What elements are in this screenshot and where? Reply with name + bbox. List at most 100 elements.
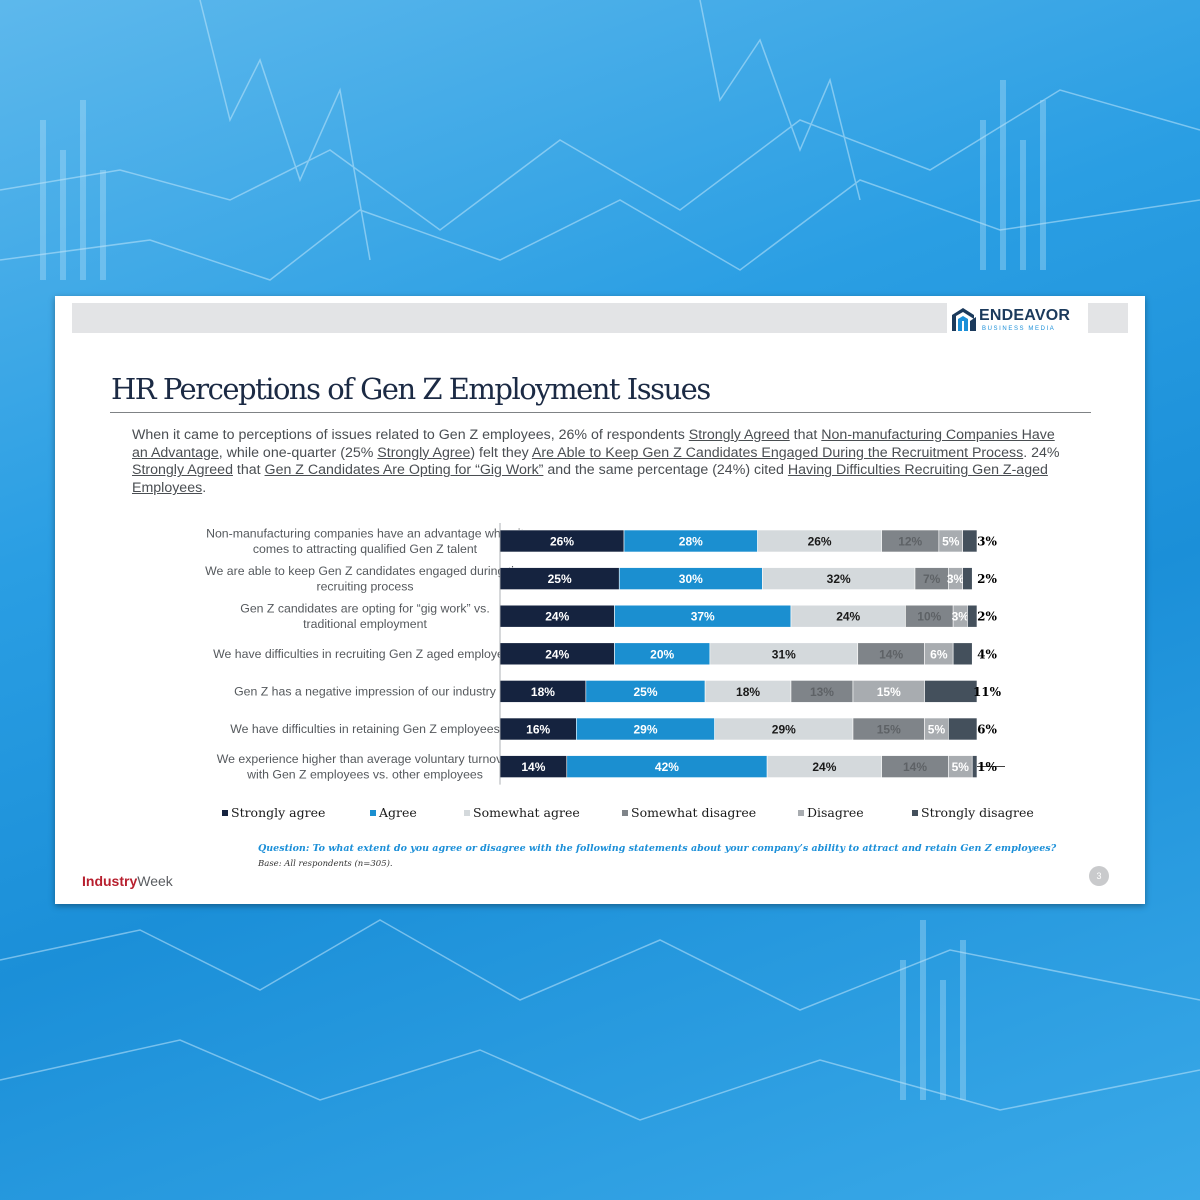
- data-label: 15%: [877, 685, 901, 699]
- legend-label: Somewhat disagree: [631, 805, 756, 820]
- data-label: 24%: [545, 647, 569, 661]
- summary-highlight: Are Able to Keep Gen Z Candidates Engage…: [531, 444, 1024, 461]
- data-label: 37%: [691, 610, 715, 624]
- industryweek-logo: IndustryWeek: [82, 873, 173, 889]
- data-label: 10%: [917, 610, 941, 624]
- data-label: 5%: [952, 760, 970, 774]
- legend-swatch: [622, 810, 628, 816]
- brand-bold: Industry: [82, 873, 138, 889]
- page-number: 3: [1089, 866, 1109, 886]
- data-label: 25%: [633, 685, 657, 699]
- category-label: Gen Z candidates are opting for “gig wor…: [240, 601, 489, 631]
- legend-swatch: [370, 810, 376, 816]
- data-label: 3%: [977, 535, 997, 549]
- data-label: 15%: [877, 723, 901, 737]
- report-slide: ENDEAVOR BUSINESS MEDIA HR Perceptions o…: [55, 296, 1145, 904]
- data-label: 11%: [973, 685, 1002, 699]
- category-label: We have difficulties in retaining Gen Z …: [230, 722, 500, 736]
- data-label: 24%: [812, 760, 836, 774]
- data-label: 5%: [942, 535, 960, 549]
- summary-paragraph: When it came to perceptions of issues re…: [132, 427, 1062, 498]
- bar-segment: [924, 680, 978, 703]
- stacked-bar-chart: Non-manufacturing companies have an adva…: [205, 523, 1034, 820]
- category-label: We are able to keep Gen Z candidates eng…: [205, 564, 525, 594]
- legend-label: Strongly disagree: [921, 805, 1034, 820]
- data-label: 29%: [633, 723, 657, 737]
- data-label: 14%: [903, 760, 927, 774]
- legend-label: Strongly agree: [231, 805, 325, 820]
- data-label: 25%: [548, 572, 572, 586]
- summary-highlight: Strongly Agreed: [132, 462, 233, 479]
- data-label: 26%: [808, 535, 832, 549]
- data-label: 3%: [952, 610, 970, 624]
- data-label: 28%: [679, 535, 703, 549]
- data-label: 7%: [923, 572, 941, 586]
- legend-label: Somewhat agree: [473, 805, 580, 820]
- legend-label: Agree: [378, 805, 417, 820]
- data-label: 4%: [977, 647, 997, 661]
- summary-text: . 24%: [1023, 444, 1060, 461]
- data-label: 3%: [947, 572, 965, 586]
- data-label: 2%: [977, 572, 997, 586]
- data-label: 6%: [930, 647, 948, 661]
- legend-swatch: [222, 810, 228, 816]
- legend-swatch: [912, 810, 918, 816]
- data-label: 31%: [772, 647, 796, 661]
- data-label: 20%: [650, 647, 674, 661]
- category-label: Gen Z has a negative impression of our i…: [234, 684, 497, 698]
- legend-swatch: [464, 810, 470, 816]
- summary-text: , while one-quarter (25%: [218, 444, 378, 461]
- data-label: 18%: [531, 685, 555, 699]
- logo-wordmark: ENDEAVOR: [979, 307, 1071, 324]
- data-label: 12%: [898, 535, 922, 549]
- page-title: HR Perceptions of Gen Z Employment Issue…: [111, 372, 711, 406]
- data-label: 2%: [977, 610, 997, 624]
- legend-label: Disagree: [807, 805, 864, 820]
- data-label: 1%: [977, 760, 997, 774]
- bar-segment: [948, 717, 978, 741]
- summary-highlight: Non-manufacturing Companies Have an Adva…: [132, 427, 1055, 461]
- data-label: 13%: [810, 685, 834, 699]
- data-label: 32%: [827, 572, 851, 586]
- header-bar: [72, 303, 947, 333]
- summary-highlight: Strongly Agreed: [688, 427, 790, 443]
- data-label: 42%: [655, 760, 679, 774]
- summary-text: .: [202, 480, 207, 497]
- data-label: 16%: [526, 723, 550, 737]
- survey-question: Question: To what extent do you agree or…: [258, 843, 1057, 854]
- data-label: 5%: [928, 723, 946, 737]
- legend-swatch: [798, 810, 804, 816]
- summary-text: that: [789, 427, 822, 443]
- data-label: 14%: [879, 647, 903, 661]
- endeavor-logo: ENDEAVOR BUSINESS MEDIA: [948, 302, 1088, 338]
- summary-highlight: Gen Z Candidates Are Opting for “Gig Wor…: [264, 462, 544, 479]
- category-label: We have difficulties in recruiting Gen Z…: [213, 647, 517, 661]
- bar-segment: [967, 604, 978, 628]
- summary-text: ) felt they: [470, 444, 532, 461]
- bar-segment: [952, 642, 973, 666]
- data-label: 24%: [836, 610, 860, 624]
- logo-subtitle: BUSINESS MEDIA: [982, 326, 1056, 332]
- bar-segment: [962, 567, 973, 590]
- data-label: 14%: [521, 760, 545, 774]
- survey-base: Base: All respondents (n=305).: [258, 859, 393, 869]
- brand-rest: Week: [137, 873, 173, 889]
- summary-text: that: [232, 462, 265, 479]
- data-label: 26%: [550, 535, 574, 549]
- endeavor-logo-mark-icon: [952, 308, 976, 331]
- title-divider: [110, 412, 1091, 413]
- bar-segment: [962, 529, 978, 553]
- data-label: 29%: [772, 723, 796, 737]
- header-bar-end: [1088, 303, 1128, 333]
- data-label: 30%: [679, 572, 703, 586]
- summary-highlight: Strongly Agree: [377, 444, 471, 461]
- data-label: 24%: [545, 610, 569, 624]
- summary-highlight: Having Difficulties Recruiting Gen Z-age…: [132, 462, 1048, 497]
- category-label: We experience higher than average volunt…: [217, 752, 513, 782]
- category-label: Non-manufacturing companies have an adva…: [206, 526, 524, 556]
- summary-text: and the same percentage (24%) cited: [543, 462, 788, 479]
- data-label: 18%: [736, 685, 760, 699]
- summary-text: When it came to perceptions of issues re…: [132, 427, 689, 443]
- data-label: 6%: [977, 723, 997, 737]
